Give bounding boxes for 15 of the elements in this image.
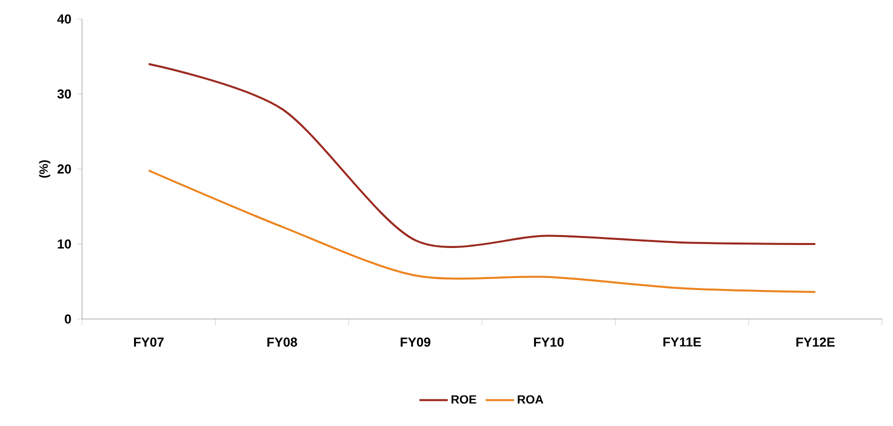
legend-label: ROA: [518, 395, 544, 404]
y-tick-label: 10: [58, 239, 71, 249]
x-tick-label: FY10: [534, 338, 564, 347]
y-tick-label: 30: [57, 89, 71, 99]
y-tick-label: 40: [57, 14, 71, 24]
y-axis-title: (%): [39, 160, 50, 178]
x-tick-label: FY07: [134, 338, 164, 347]
legend-label: ROE: [452, 395, 476, 404]
y-tick-label: 20: [58, 164, 71, 174]
x-tick-label: FY12E: [796, 338, 835, 347]
line-series: [148, 170, 816, 293]
x-tick-label: FY09: [400, 338, 430, 347]
x-tick-label: FY08: [267, 338, 298, 347]
x-tick-label: FY11E: [663, 338, 701, 346]
y-tick-label: 0: [64, 314, 71, 324]
